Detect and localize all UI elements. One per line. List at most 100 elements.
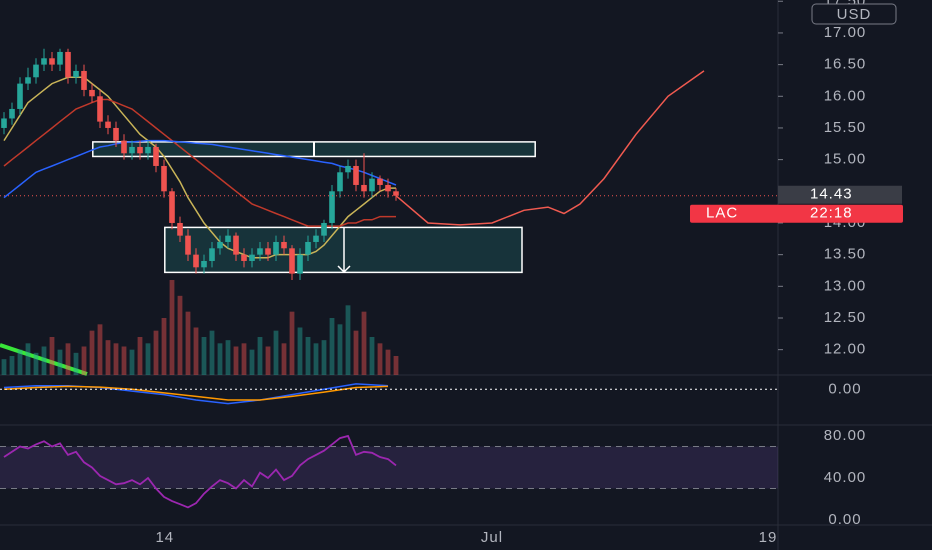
moving-average: [3, 98, 396, 227]
candle-body: [145, 146, 151, 154]
volume-bar: [241, 343, 247, 375]
candle-body: [1, 118, 7, 128]
volume-bar: [377, 343, 383, 375]
volume-bar: [313, 343, 319, 375]
volume-bar: [289, 311, 295, 375]
countdown-label: 22:18: [810, 205, 853, 222]
last-price-tag: [778, 185, 902, 204]
moving-average: [395, 70, 705, 226]
volume-bar: [1, 359, 7, 375]
volume-bar: [73, 352, 79, 375]
candle-body: [385, 184, 391, 192]
volume-bar: [193, 327, 199, 375]
volume-bar: [361, 311, 367, 375]
candle-body: [9, 108, 15, 119]
volume-bar: [257, 337, 263, 375]
volume-bar: [129, 349, 135, 375]
candle-body: [233, 235, 239, 255]
candle-body: [345, 165, 351, 173]
moving-average: [3, 139, 397, 199]
candle-body: [305, 241, 311, 255]
candle-body: [201, 260, 207, 268]
volume-bar: [353, 330, 359, 375]
moving-average: [3, 76, 396, 259]
volume-bar: [153, 330, 159, 375]
candle-body: [377, 178, 383, 185]
volume-bar: [137, 337, 143, 375]
volume-bar: [217, 343, 223, 375]
volume-bar: [57, 349, 63, 375]
candle-body: [89, 89, 95, 97]
candle-body: [153, 146, 159, 166]
volume-bar: [25, 343, 31, 375]
rsi-tick-label: 80.00: [824, 427, 867, 444]
volume-bar: [321, 340, 327, 375]
candle-body: [81, 70, 87, 90]
rsi-line: [3, 434, 397, 509]
candle-body: [57, 51, 63, 65]
volume-bar: [17, 349, 23, 375]
rsi-tick-label: 40.00: [824, 469, 867, 486]
rsi-tick-label: 0.00: [828, 511, 861, 528]
volume-bar: [121, 346, 127, 375]
volume-bar: [225, 340, 231, 375]
candle-body: [97, 96, 103, 122]
volume-bar: [273, 330, 279, 375]
candle-body: [41, 58, 47, 65]
volume-bar: [113, 343, 119, 375]
candle-body: [281, 241, 287, 249]
volume-bar: [185, 311, 191, 375]
volume-bar: [9, 356, 15, 375]
measure-arrow: [337, 228, 351, 274]
candle-body: [313, 235, 319, 242]
y-tick-label: 13.00: [824, 277, 867, 294]
candle-body: [33, 64, 39, 78]
volume-bar: [297, 327, 303, 375]
volume-bar: [65, 343, 71, 375]
y-tick-label: 12.00: [824, 341, 867, 358]
volume-bar: [105, 340, 111, 375]
volume-bar: [49, 337, 55, 375]
volume-bar: [89, 330, 95, 375]
trend-line: [0, 343, 88, 376]
candle-body: [353, 165, 359, 185]
y-tick-label: 16.00: [824, 87, 867, 104]
candle-body: [329, 191, 335, 223]
x-tick-label: 19: [759, 529, 778, 546]
candle-body: [393, 191, 399, 196]
candle-body: [337, 172, 343, 192]
y-tick-label: 13.50: [824, 246, 867, 263]
volume-bar: [33, 352, 39, 375]
volume-bar: [145, 343, 151, 375]
rsi-band: [0, 446, 778, 489]
last-price-label: 14.43: [810, 186, 853, 203]
volume-bar: [169, 280, 175, 375]
candle-body: [225, 235, 231, 242]
volume-bar: [201, 337, 207, 375]
volume-bar: [161, 318, 167, 375]
y-tick-label: 12.50: [824, 309, 867, 326]
volume-bar: [369, 337, 375, 375]
macd-tick-label: 0.00: [828, 380, 861, 397]
volume-bar: [385, 349, 391, 375]
candle-body: [65, 51, 71, 78]
symbol-tag: [690, 204, 903, 223]
candle-body: [249, 254, 255, 261]
candle-body: [257, 248, 263, 255]
candle-body: [321, 222, 327, 236]
candle-body: [17, 83, 23, 109]
candle-body: [161, 165, 167, 192]
y-tick-label: 17.00: [824, 24, 867, 41]
volume-bar: [329, 318, 335, 375]
candle-body: [265, 248, 271, 255]
candle-body: [185, 235, 191, 255]
candle-body: [113, 127, 119, 141]
volume-bar: [249, 349, 255, 375]
candle-body: [169, 191, 175, 223]
candle-body: [369, 178, 375, 192]
y-tick-label: 15.00: [824, 151, 867, 168]
candle-body: [49, 58, 55, 65]
candle-body: [129, 146, 135, 154]
candle-body: [121, 140, 127, 154]
